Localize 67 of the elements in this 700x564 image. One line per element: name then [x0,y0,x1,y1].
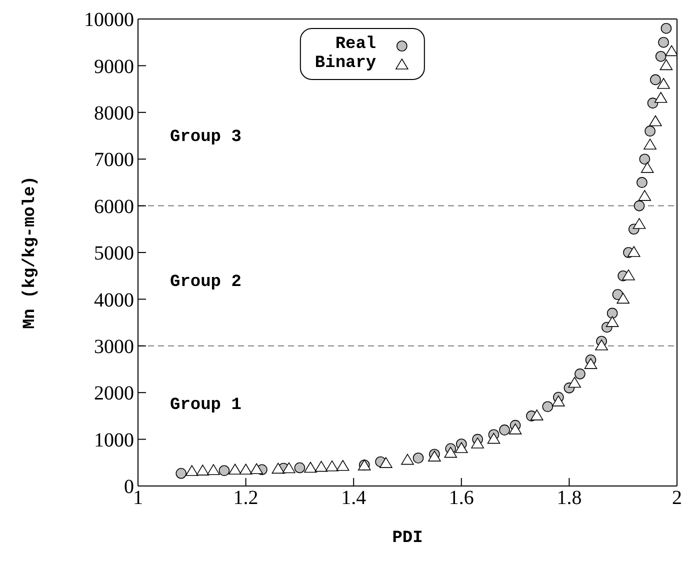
point [636,177,648,188]
y-tick-label: 1000 [94,429,134,452]
point [595,340,608,350]
point [660,22,672,34]
point [658,36,669,48]
x-tick-label: 2 [672,487,682,510]
point [632,218,646,229]
y-tick-label: 5000 [94,242,134,265]
point [401,454,414,465]
y-tick-label: 4000 [94,289,134,312]
point [508,424,522,434]
annotation: Group 3 [170,128,242,147]
point [627,246,640,257]
point [282,462,296,474]
point [647,98,658,108]
point [644,126,656,136]
y-tick-label: 10000 [84,9,134,32]
point [542,401,554,412]
x-tick-label: 1.6 [448,487,474,510]
legend-label: Real [335,35,376,54]
point [634,200,645,212]
point [622,269,635,280]
point [650,74,661,86]
legend-label: Binary [314,54,376,73]
point [649,115,662,126]
point [314,460,328,472]
y-tick-label: 8000 [94,102,134,124]
point [584,358,598,369]
y-tick-label: 6000 [94,196,134,218]
point [639,154,650,164]
point [471,438,484,448]
y-tick-label: 9000 [94,56,134,78]
point [654,92,668,103]
point [660,59,673,70]
y-axis-title: Mn (kg/kg-mole) [21,176,40,330]
point [499,424,510,436]
y-tick-label: 3000 [94,336,134,358]
x-tick-label: 1.4 [341,487,366,510]
point [552,396,565,406]
point [487,432,500,444]
x-tick-label: 1.8 [556,487,582,510]
point [380,457,392,468]
point [574,368,586,380]
point [176,468,187,479]
point [272,462,285,474]
point [655,50,666,62]
point [294,462,306,474]
point [616,292,630,304]
point [304,462,317,473]
point [606,308,618,319]
annotation: Group 2 [170,273,242,292]
point [250,463,263,474]
x-tick-label: 1.2 [233,487,258,510]
point [530,410,544,420]
x-axis-title: PDI [392,529,423,548]
y-tick-label: 0 [124,476,134,498]
point [568,376,581,388]
point [412,452,424,464]
point [665,45,677,56]
y-tick-label: 2000 [94,382,134,405]
point [218,465,230,476]
x-tick-label: 1 [133,487,143,510]
point [455,442,468,454]
point [606,316,619,327]
point [444,446,458,458]
annotation: Group 1 [170,396,242,415]
y-tick-label: 7000 [94,149,134,172]
